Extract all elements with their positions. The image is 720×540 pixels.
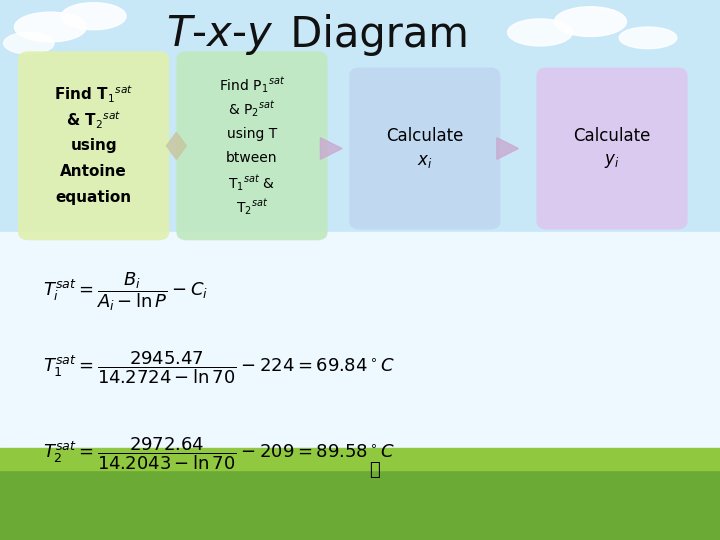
Text: $x_i$: $x_i$ — [417, 152, 433, 171]
Bar — [0, 448, 720, 470]
Text: T$_1$$^{sat}$ &: T$_1$$^{sat}$ & — [228, 172, 276, 193]
Text: & P$_2$$^{sat}$: & P$_2$$^{sat}$ — [228, 99, 276, 119]
Text: using: using — [71, 138, 117, 153]
Text: Calculate: Calculate — [386, 126, 464, 145]
Polygon shape — [497, 138, 518, 159]
Ellipse shape — [61, 3, 126, 30]
Text: $\mathit{T}$-$\mathit{x}$-$\mathit{y}$: $\mathit{T}$-$\mathit{x}$-$\mathit{y}$ — [166, 13, 274, 57]
Text: Calculate: Calculate — [573, 126, 651, 145]
Bar — [0, 135, 720, 243]
Bar — [0, 65, 720, 135]
Text: Diagram: Diagram — [277, 14, 469, 56]
Text: Find P$_1$$^{sat}$: Find P$_1$$^{sat}$ — [219, 75, 285, 94]
Ellipse shape — [619, 27, 677, 49]
Text: $y_i$: $y_i$ — [604, 152, 620, 171]
Text: $T_i^{sat} = \dfrac{B_i}{A_i - \ln P} - C_i$: $T_i^{sat} = \dfrac{B_i}{A_i - \ln P} - … — [43, 271, 208, 313]
Polygon shape — [320, 138, 342, 159]
Text: $T_1^{sat} = \dfrac{2945.47}{14.2724 - \ln 70} - 224 = 69.84{^\circ}C$: $T_1^{sat} = \dfrac{2945.47}{14.2724 - \… — [43, 349, 395, 386]
Text: 🦋: 🦋 — [369, 461, 379, 479]
Bar — [0, 0, 720, 243]
Polygon shape — [166, 132, 186, 159]
Ellipse shape — [508, 19, 572, 46]
Text: Find T$_1$$^{sat}$: Find T$_1$$^{sat}$ — [54, 83, 133, 105]
Text: btween: btween — [226, 151, 278, 165]
Text: & T$_2$$^{sat}$: & T$_2$$^{sat}$ — [66, 109, 121, 131]
Text: Antoine: Antoine — [60, 164, 127, 179]
Text: using T: using T — [227, 126, 277, 140]
FancyBboxPatch shape — [18, 51, 169, 240]
FancyBboxPatch shape — [176, 51, 328, 240]
Text: T$_2$$^{sat}$: T$_2$$^{sat}$ — [235, 197, 269, 217]
Bar — [0, 0, 720, 65]
FancyBboxPatch shape — [536, 68, 688, 230]
FancyBboxPatch shape — [349, 68, 500, 230]
Text: equation: equation — [55, 190, 132, 205]
Ellipse shape — [14, 12, 86, 42]
Ellipse shape — [4, 32, 54, 54]
Bar — [0, 232, 720, 540]
Bar — [0, 470, 720, 540]
Ellipse shape — [554, 6, 626, 37]
Text: $T_2^{sat} = \dfrac{2972.64}{14.2043 - \ln 70} - 209 = 89.58{^\circ}C$: $T_2^{sat} = \dfrac{2972.64}{14.2043 - \… — [43, 435, 395, 472]
